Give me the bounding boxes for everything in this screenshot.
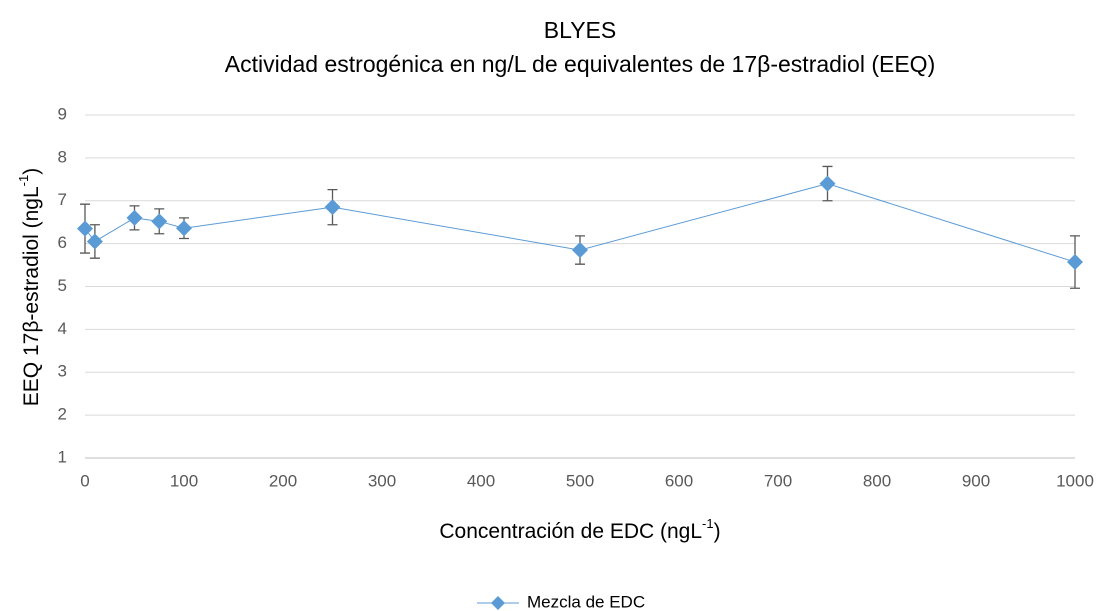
y-tick-label: 9 (58, 104, 67, 123)
data-point (77, 220, 93, 237)
x-axis-title-suffix: ) (714, 520, 721, 543)
chart-title: BLYES (544, 17, 616, 43)
x-tick-label: 800 (863, 471, 891, 490)
x-tick-label: 200 (269, 471, 297, 490)
data-point (572, 242, 588, 259)
x-tick-label: 1000 (1056, 471, 1094, 490)
y-axis-title-superscript: -1 (16, 175, 31, 187)
x-tick-label: 300 (368, 471, 396, 490)
chart-subtitle: Actividad estrogénica en ng/L de equival… (225, 51, 935, 77)
legend-marker (491, 596, 505, 610)
y-tick-label: 3 (58, 362, 67, 381)
data-point (176, 220, 192, 237)
y-tick-label: 4 (58, 319, 67, 338)
y-axis-title-suffix: ) (20, 168, 43, 175)
data-point (126, 209, 143, 226)
y-tick-label: 7 (58, 190, 67, 209)
data-point (324, 199, 341, 216)
x-tick-label: 600 (665, 471, 693, 490)
x-tick-label: 400 (467, 471, 495, 490)
x-axis-title-superscript: -1 (702, 516, 714, 531)
data-point (1067, 254, 1083, 271)
data-point (151, 213, 168, 230)
x-tick-label: 0 (80, 471, 89, 490)
y-tick-label: 8 (58, 147, 67, 166)
y-tick-label: 1 (58, 447, 67, 466)
x-tick-label: 500 (566, 471, 594, 490)
y-tick-label: 2 (58, 405, 67, 424)
data-point (819, 175, 836, 192)
y-axis-title: EEQ 17β-estradiol (ngL-1) (16, 168, 43, 406)
x-tick-label: 100 (170, 471, 198, 490)
y-axis-title-text: EEQ 17β-estradiol (ngL (20, 186, 43, 406)
x-axis-title-text: Concentración de EDC (ngL (439, 520, 702, 543)
y-tick-label: 6 (58, 233, 67, 252)
y-tick-label: 5 (58, 276, 67, 295)
x-tick-label: 900 (962, 471, 990, 490)
x-tick-label: 700 (764, 471, 792, 490)
data-point (86, 233, 103, 250)
legend-label: Mezcla de EDC (527, 592, 645, 611)
x-axis-title: Concentración de EDC (ngL-1) (439, 516, 720, 543)
